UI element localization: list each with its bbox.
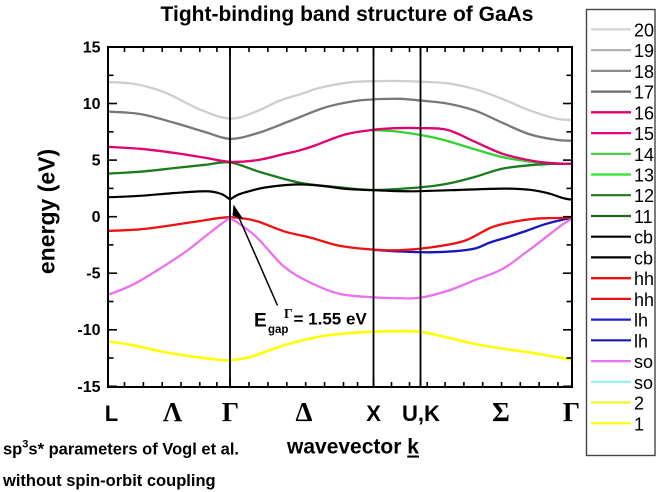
- svg-text:0: 0: [92, 209, 101, 226]
- svg-text:-15: -15: [77, 379, 100, 396]
- svg-text:-10: -10: [77, 322, 100, 339]
- svg-text:Δ: Δ: [296, 397, 313, 427]
- svg-text:lh: lh: [634, 311, 648, 331]
- svg-text:17: 17: [634, 83, 654, 103]
- svg-text:X: X: [366, 401, 381, 426]
- svg-text:19: 19: [634, 41, 654, 61]
- svg-text:without spin-orbit coupling: without spin-orbit coupling: [2, 472, 216, 490]
- svg-text:Λ: Λ: [163, 397, 183, 427]
- svg-text:5: 5: [92, 153, 101, 170]
- svg-text:hh: hh: [634, 269, 654, 289]
- svg-text:2: 2: [634, 394, 644, 414]
- svg-text:wavevector k: wavevector k: [286, 436, 419, 459]
- svg-text:L: L: [105, 401, 118, 426]
- svg-text:15: 15: [634, 124, 654, 144]
- svg-text:U,K: U,K: [402, 401, 440, 426]
- svg-text:Σ: Σ: [492, 397, 510, 427]
- svg-text:16: 16: [634, 103, 654, 123]
- svg-text:so: so: [634, 373, 653, 393]
- svg-text:12: 12: [634, 186, 654, 206]
- svg-text:lh: lh: [634, 331, 648, 351]
- svg-text:Tight-binding band structure o: Tight-binding band structure of GaAs: [161, 3, 534, 26]
- svg-text:Γ: Γ: [284, 306, 293, 321]
- svg-text:so: so: [634, 352, 653, 372]
- svg-text:cb: cb: [634, 228, 653, 248]
- svg-text:10: 10: [83, 96, 101, 113]
- svg-text:energy (eV): energy (eV): [34, 149, 60, 274]
- svg-text:gap: gap: [268, 324, 288, 336]
- svg-text:14: 14: [634, 145, 654, 165]
- svg-text:sp3s* parameters of Vogl et al: sp3s* parameters of Vogl et al.: [3, 439, 239, 459]
- svg-text:Γ: Γ: [563, 397, 580, 427]
- svg-text:hh: hh: [634, 290, 654, 310]
- svg-text:13: 13: [634, 166, 654, 186]
- svg-text:-5: -5: [86, 266, 100, 283]
- svg-text:18: 18: [634, 62, 654, 82]
- svg-text:20: 20: [634, 20, 654, 40]
- svg-text:E: E: [254, 311, 267, 332]
- svg-text:Γ: Γ: [222, 397, 239, 427]
- svg-text:1: 1: [634, 414, 644, 434]
- svg-text:15: 15: [83, 40, 101, 57]
- svg-text:= 1.55 eV: = 1.55 eV: [294, 310, 368, 329]
- svg-text:11: 11: [634, 207, 653, 227]
- svg-text:cb: cb: [634, 248, 653, 268]
